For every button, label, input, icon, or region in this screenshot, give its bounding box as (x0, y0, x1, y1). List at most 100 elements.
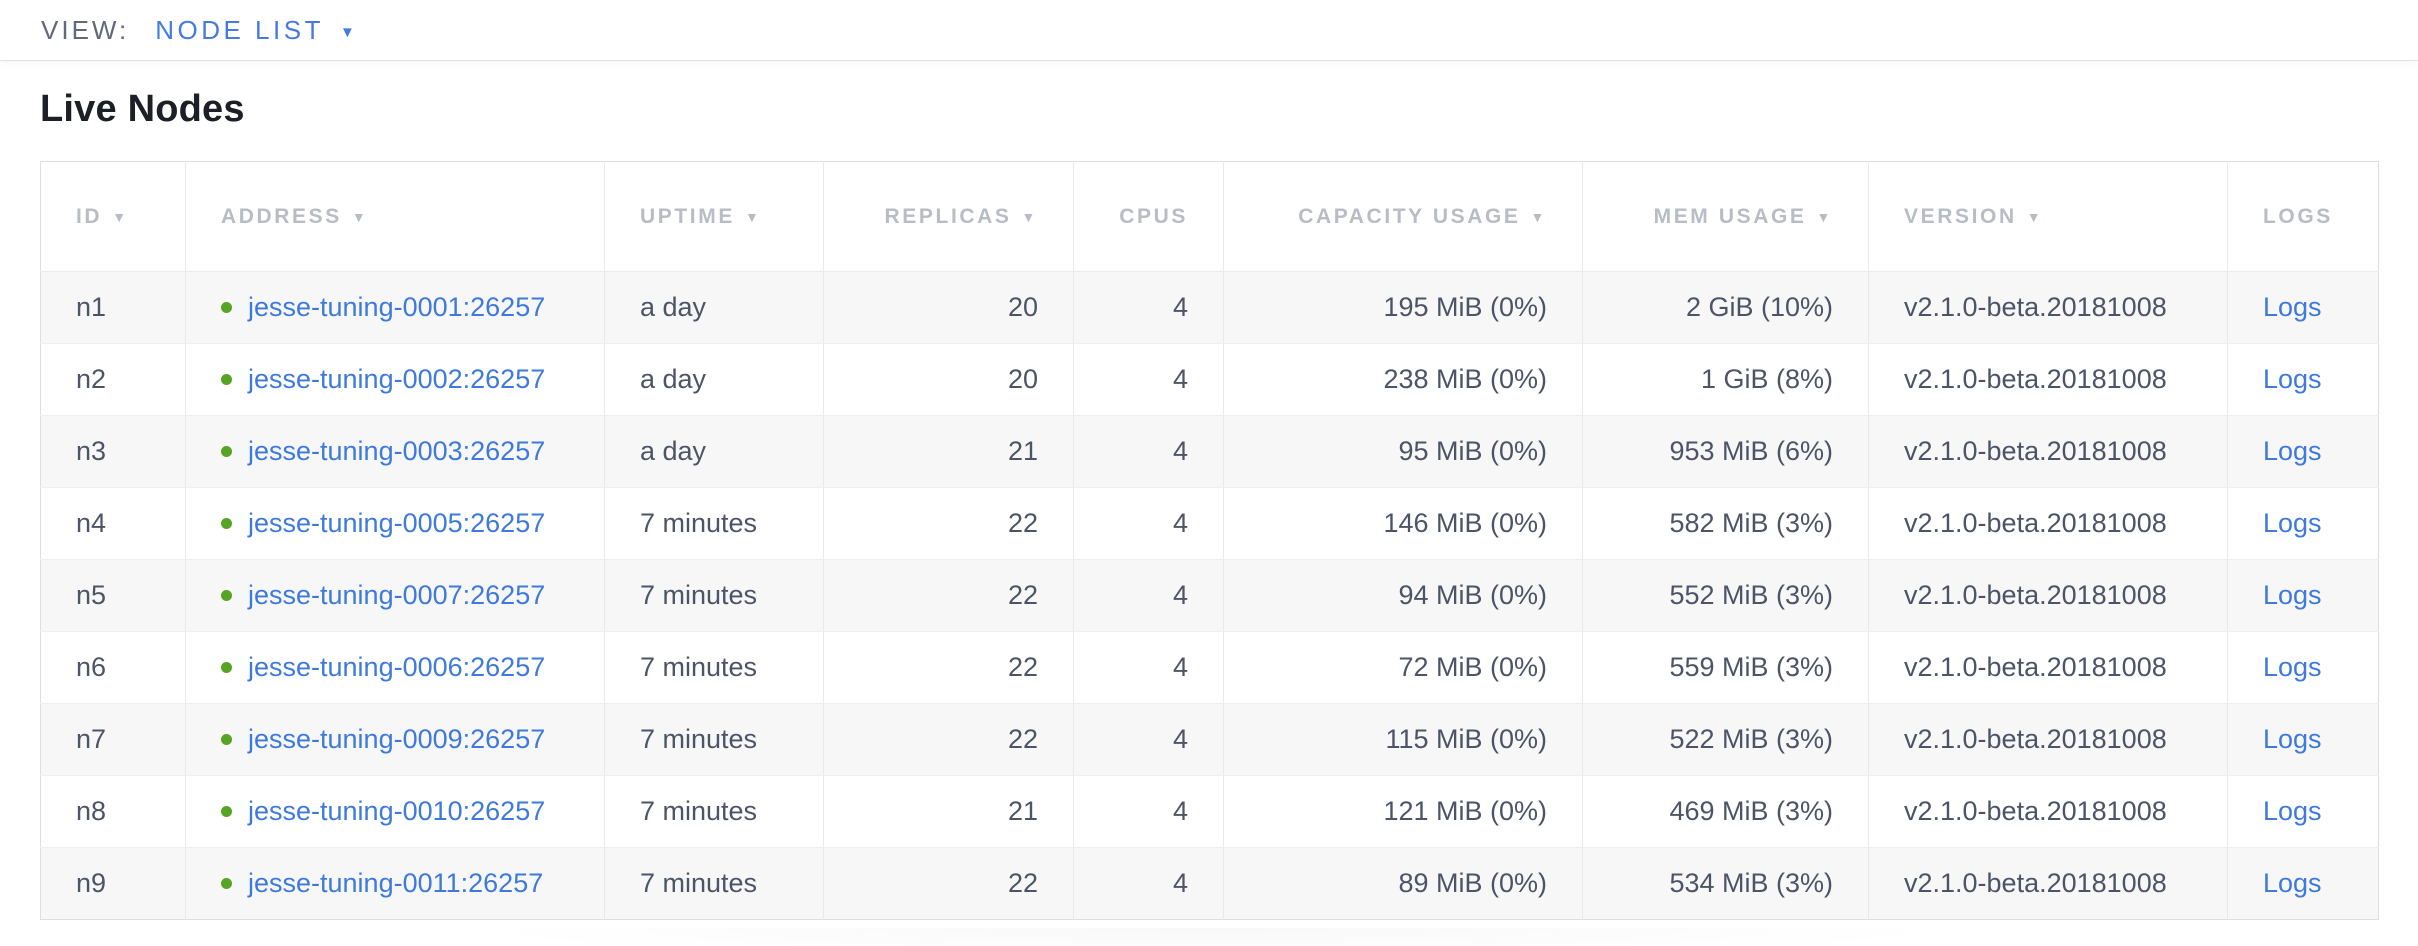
node-address-link[interactable]: jesse-tuning-0006:26257 (248, 652, 546, 682)
cell-uptime: 7 minutes (604, 559, 824, 632)
logs-link[interactable]: Logs (2263, 652, 2322, 682)
live-nodes-table-wrap: ID ▼ ADDRESS ▼ UPTIME ▼ REPLICAS ▼ CPUS CAPACITY … (40, 161, 2379, 920)
cell-cpus: 4 (1073, 559, 1224, 632)
column-header-replicas[interactable]: REPLICAS ▼ (823, 161, 1074, 272)
cell-node-id: n3 (40, 415, 186, 488)
live-status-dot-icon (221, 806, 232, 817)
cell-logs: Logs (2227, 631, 2379, 704)
chevron-down-icon: ▼ (339, 23, 355, 41)
capacity-usage-value: 89 MiB (0%) (1398, 868, 1547, 898)
mem-usage-value: 582 MiB (3%) (1669, 508, 1833, 538)
table-header-row: ID ▼ ADDRESS ▼ UPTIME ▼ REPLICAS ▼ CPUS CAPACITY … (40, 161, 2379, 272)
live-status-dot-icon (221, 734, 232, 745)
replicas-value: 22 (1007, 868, 1038, 898)
logs-link[interactable]: Logs (2263, 436, 2322, 466)
cell-capacity-usage: 72 MiB (0%) (1223, 631, 1583, 704)
cell-uptime: 7 minutes (604, 487, 824, 560)
node-id: n5 (76, 580, 107, 610)
column-header-logs: LOGS (2227, 161, 2379, 272)
cell-cpus: 4 (1073, 775, 1224, 848)
uptime-value: a day (640, 292, 707, 322)
capacity-usage-value: 195 MiB (0%) (1383, 292, 1547, 322)
mem-usage-value: 1 GiB (8%) (1700, 364, 1833, 394)
cell-version: v2.1.0-beta.20181008 (1868, 847, 2228, 920)
column-header-capacity[interactable]: CAPACITY USAGE ▼ (1223, 161, 1583, 272)
live-status-dot-icon (221, 590, 232, 601)
cell-cpus: 4 (1073, 631, 1224, 704)
cpus-value: 4 (1172, 724, 1188, 754)
node-address-link[interactable]: jesse-tuning-0007:26257 (248, 580, 546, 610)
node-address-link[interactable]: jesse-tuning-0011:26257 (248, 868, 544, 898)
logs-link[interactable]: Logs (2263, 364, 2322, 394)
view-label: VIEW: (41, 14, 130, 45)
table-row: n1 jesse-tuning-0001:26257 a day 20 4 195 MiB… (40, 271, 2379, 344)
cell-node-id: n1 (40, 271, 186, 344)
logs-link[interactable]: Logs (2263, 508, 2322, 538)
cell-address: jesse-tuning-0003:26257 (185, 415, 605, 488)
cell-version: v2.1.0-beta.20181008 (1868, 559, 2228, 632)
node-id: n4 (76, 508, 107, 538)
node-address-link[interactable]: jesse-tuning-0002:26257 (248, 364, 546, 394)
cell-logs: Logs (2227, 343, 2379, 416)
column-header-label: CPUS (1119, 204, 1188, 228)
logs-link[interactable]: Logs (2263, 724, 2322, 754)
uptime-value: 7 minutes (640, 580, 758, 610)
cell-logs: Logs (2227, 775, 2379, 848)
cell-cpus: 4 (1073, 703, 1224, 776)
column-header-label: REPLICAS (884, 204, 1012, 228)
cell-node-id: n8 (40, 775, 186, 848)
cell-address: jesse-tuning-0007:26257 (185, 559, 605, 632)
mem-usage-value: 2 GiB (10%) (1685, 292, 1833, 322)
cell-mem-usage: 582 MiB (3%) (1582, 487, 1869, 560)
cell-uptime: a day (604, 415, 824, 488)
cell-cpus: 4 (1073, 415, 1224, 488)
capacity-usage-value: 146 MiB (0%) (1383, 508, 1547, 538)
cell-version: v2.1.0-beta.20181008 (1868, 631, 2228, 704)
cell-address: jesse-tuning-0002:26257 (185, 343, 605, 416)
cell-address: jesse-tuning-0006:26257 (185, 631, 605, 704)
sort-caret-icon: ▼ (1021, 208, 1038, 225)
view-dropdown[interactable]: NODE LIST ▼ (155, 15, 355, 46)
table-row: n4 jesse-tuning-0005:26257 7 minutes 22 4 146… (40, 487, 2379, 560)
table-row: n3 jesse-tuning-0003:26257 a day 21 4 95 MiB … (40, 415, 2379, 488)
column-header-mem[interactable]: MEM USAGE ▼ (1582, 161, 1869, 272)
column-header-label: MEM USAGE (1653, 204, 1807, 228)
replicas-value: 22 (1007, 580, 1038, 610)
capacity-usage-value: 72 MiB (0%) (1398, 652, 1547, 682)
mem-usage-value: 469 MiB (3%) (1669, 796, 1833, 826)
column-header-label: VERSION (1904, 204, 2017, 228)
logs-link[interactable]: Logs (2263, 580, 2322, 610)
node-id: n7 (76, 724, 107, 754)
node-address-link[interactable]: jesse-tuning-0005:26257 (248, 508, 546, 538)
cell-version: v2.1.0-beta.20181008 (1868, 271, 2228, 344)
version-value: v2.1.0-beta.20181008 (1904, 292, 2167, 322)
cell-node-id: n2 (40, 343, 186, 416)
column-header-version[interactable]: VERSION ▼ (1868, 161, 2228, 272)
mem-usage-value: 552 MiB (3%) (1669, 580, 1833, 610)
node-address-link[interactable]: jesse-tuning-0009:26257 (248, 724, 546, 754)
cell-node-id: n7 (40, 703, 186, 776)
column-header-uptime[interactable]: UPTIME ▼ (604, 161, 824, 272)
column-header-id[interactable]: ID ▼ (40, 161, 186, 272)
cpus-value: 4 (1172, 652, 1188, 682)
view-selector-bar: VIEW: NODE LIST ▼ (0, 0, 2418, 61)
cpus-value: 4 (1172, 796, 1188, 826)
cell-logs: Logs (2227, 487, 2379, 560)
logs-link[interactable]: Logs (2263, 796, 2322, 826)
live-status-dot-icon (221, 302, 232, 313)
node-address-link[interactable]: jesse-tuning-0003:26257 (248, 436, 546, 466)
cell-uptime: 7 minutes (604, 775, 824, 848)
cpus-value: 4 (1172, 292, 1188, 322)
sort-caret-icon: ▼ (112, 208, 129, 225)
node-address-link[interactable]: jesse-tuning-0001:26257 (248, 292, 546, 322)
sort-caret-icon: ▼ (2026, 208, 2044, 225)
node-address-link[interactable]: jesse-tuning-0010:26257 (248, 796, 546, 826)
cell-node-id: n5 (40, 559, 186, 632)
cell-node-id: n6 (40, 631, 186, 704)
node-id: n1 (76, 292, 107, 322)
node-id: n9 (76, 868, 107, 898)
logs-link[interactable]: Logs (2263, 868, 2322, 898)
column-header-address[interactable]: ADDRESS ▼ (185, 161, 605, 272)
logs-link[interactable]: Logs (2263, 292, 2322, 322)
node-id: n3 (76, 436, 107, 466)
